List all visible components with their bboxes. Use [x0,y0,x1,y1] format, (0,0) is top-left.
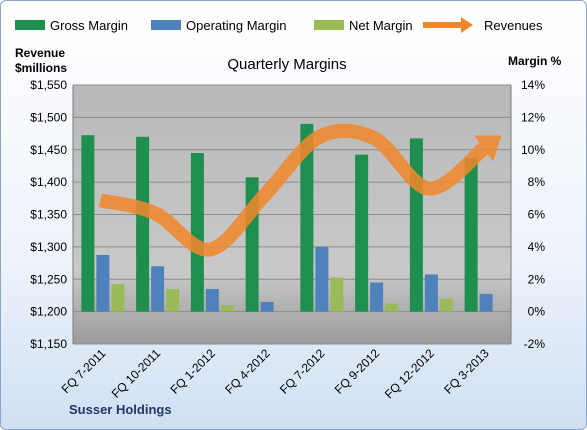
x-tick-label: FQ 1-2012 [168,346,219,397]
bars [81,123,493,312]
legend-label-revenues: Revenues [484,18,543,33]
x-tick-label: FQ 10-2011 [109,346,164,401]
right-axis-ticks: -2% 0% 2% 4% 6% 8% 10% 12% 14% [521,78,545,351]
left-tick-label: $1,350 [30,208,67,222]
legend: Gross Margin Operating Margin Net Margin Re… [15,17,543,33]
operating-margin-bar [96,254,110,312]
gross-margin-bar [300,123,314,312]
left-tick-label: $1,250 [30,272,67,286]
x-tick-label: FQ 9-2012 [332,346,383,397]
revenue-line-path [98,123,489,257]
operating-margin-bar [151,266,165,312]
right-tick-label: 8% [528,175,546,189]
left-axis-title-line1: Revenue [15,46,65,60]
chart-title: Quarterly Margins [227,56,346,73]
right-tick-label: 0% [528,305,546,319]
gross-margin-bar [136,136,150,312]
x-tick-label: FQ 4-2012 [222,346,273,397]
gross-margin-bar [355,154,369,312]
legend-label-net-margin: Net Margin [349,18,413,33]
operating-margin-bar [205,288,219,312]
revenue-line [98,123,502,257]
left-tick-label: $1,450 [30,143,67,157]
legend-swatch-operating-margin [151,20,181,30]
gross-margin-bar [464,157,478,312]
net-margin-bar [330,277,344,312]
x-axis-ticks: FQ 7-2011 FQ 10-2011 FQ 1-2012 FQ 4-2012 FQ … [59,346,492,401]
right-tick-label: 14% [521,78,545,92]
left-axis-title-line2: $millions [15,61,67,75]
net-margin-bar [166,288,180,312]
net-margin-bar [385,303,399,312]
left-tick-label: $1,300 [30,240,67,254]
right-tick-label: -2% [524,337,546,351]
left-tick-label: $1,400 [30,175,67,189]
right-tick-label: 12% [521,110,545,124]
right-tick-label: 6% [528,208,546,222]
right-tick-label: 2% [528,272,546,286]
net-margin-bar [439,298,453,312]
x-tick-label: FQ 12-2012 [382,346,437,401]
left-tick-label: $1,150 [30,337,67,351]
x-tick-label: FQ 7-2011 [59,346,109,396]
x-tick-label: FQ 3-2013 [441,346,492,397]
left-tick-label: $1,550 [30,78,67,92]
left-tick-label: $1,200 [30,305,67,319]
net-margin-bar [111,284,125,312]
gross-margin-bar [409,138,423,312]
net-margin-bar [220,305,234,312]
left-tick-label: $1,500 [30,110,67,124]
revenue-arrowhead [474,135,502,162]
operating-margin-bar [479,293,493,312]
right-tick-label: 4% [528,240,546,254]
gross-margin-bar [81,135,95,312]
legend-arrow-icon [461,17,473,33]
x-tick-label: FQ 7-2012 [277,346,328,397]
legend-swatch-gross-margin [15,20,45,30]
legend-swatch-net-margin [314,20,344,30]
operating-margin-bar [260,301,274,312]
right-axis-title: Margin % [508,54,562,68]
company-name: Susser Holdings [69,402,172,417]
operating-margin-bar [370,282,384,312]
gross-margin-bar [190,152,204,312]
right-tick-label: 10% [521,143,545,157]
operating-margin-bar [315,246,329,312]
left-axis-ticks: $1,150 $1,200 $1,250 $1,300 $1,350 $1,400 $1,4… [30,78,67,351]
legend-label-gross-margin: Gross Margin [50,18,128,33]
operating-margin-bar [424,274,438,312]
legend-label-operating-margin: Operating Margin [186,18,286,33]
